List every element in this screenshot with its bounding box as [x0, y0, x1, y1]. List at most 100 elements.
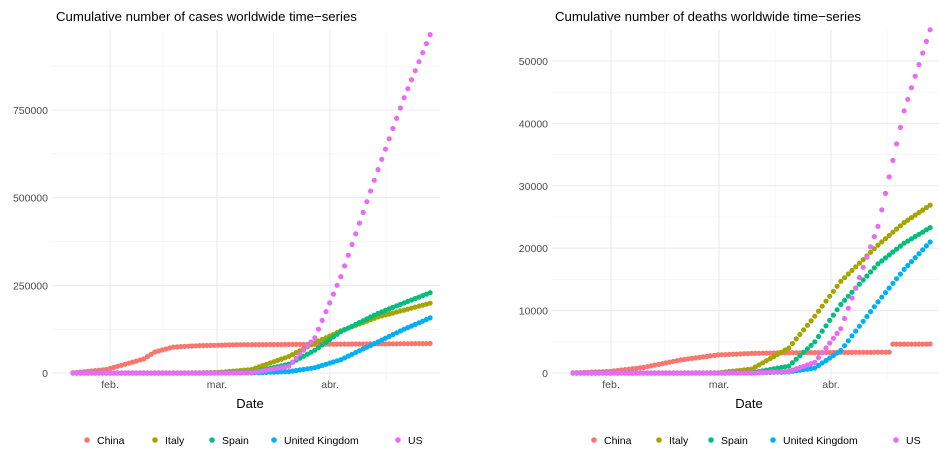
legend-label-china: China	[604, 435, 632, 447]
data-point-italy	[797, 331, 803, 337]
data-point-us	[304, 343, 310, 349]
data-point-us	[185, 370, 191, 376]
data-point-us	[342, 263, 348, 269]
data-point-china	[715, 352, 721, 358]
data-point-us	[607, 370, 613, 376]
data-point-us	[107, 370, 113, 376]
data-point-us	[771, 369, 777, 375]
data-point-china	[196, 343, 203, 349]
deaths-chart-points	[570, 27, 933, 376]
data-point-spain	[897, 243, 904, 249]
data-point-italy	[804, 322, 811, 328]
data-point-china	[360, 341, 366, 347]
data-point-us	[208, 370, 214, 376]
data-point-us	[685, 370, 691, 376]
data-point-us	[838, 326, 844, 332]
data-point-us	[126, 370, 132, 376]
data-point-us	[420, 50, 426, 56]
data-point-china	[282, 341, 288, 347]
data-point-us	[375, 167, 381, 173]
data-point-spain	[838, 301, 844, 307]
data-point-us	[416, 59, 422, 65]
data-point-spain	[427, 290, 433, 296]
data-point-china	[726, 351, 732, 357]
deaths-chart-y-tick-label: 20000	[519, 243, 548, 255]
data-point-united-kingdom	[860, 318, 866, 324]
data-point-us	[297, 351, 303, 357]
data-point-us	[901, 108, 907, 114]
data-point-us	[715, 370, 721, 376]
data-point-italy	[908, 215, 915, 221]
legend-label-italy: Italy	[165, 435, 185, 447]
data-point-us	[782, 369, 788, 375]
data-point-spain	[875, 261, 881, 267]
data-point-us	[70, 370, 76, 376]
data-point-china	[297, 341, 303, 347]
data-point-us	[656, 370, 662, 376]
data-point-us	[767, 369, 773, 375]
data-point-us	[726, 370, 732, 376]
data-point-united-kingdom	[815, 362, 822, 369]
data-point-china	[263, 342, 269, 348]
data-point-china	[901, 341, 907, 347]
data-point-italy	[879, 239, 885, 245]
data-point-china	[271, 341, 277, 348]
data-point-spain	[868, 269, 874, 275]
cases-chart-legend: China Italy Spain United Kingdom US	[84, 435, 423, 447]
deaths-chart-x-tick-label: abr.	[822, 379, 840, 391]
data-point-us	[211, 370, 217, 376]
data-point-us	[405, 86, 411, 92]
data-point-china	[189, 343, 195, 349]
data-point-italy	[763, 358, 770, 364]
data-point-italy	[916, 210, 922, 216]
deaths-chart: Cumulative number of deaths worldwide ti…	[519, 9, 939, 447]
data-point-us	[222, 370, 229, 376]
data-point-china	[148, 351, 154, 357]
data-point-us	[241, 370, 247, 376]
data-point-china	[708, 353, 714, 359]
data-point-us	[122, 370, 128, 376]
data-point-us	[412, 68, 418, 74]
data-point-italy	[901, 220, 907, 226]
data-point-italy	[849, 267, 855, 273]
legend-label-china: China	[97, 435, 125, 447]
data-point-italy	[808, 318, 814, 324]
data-point-italy	[875, 242, 881, 248]
series-china	[570, 341, 933, 376]
data-point-spain	[323, 339, 329, 345]
data-point-spain	[312, 347, 318, 353]
data-point-us	[577, 370, 584, 376]
data-point-china	[905, 341, 911, 347]
data-point-us	[674, 370, 680, 376]
data-point-china	[249, 342, 255, 348]
data-point-china	[804, 350, 811, 356]
data-point-china	[408, 341, 415, 347]
data-point-us	[163, 370, 169, 376]
data-point-italy	[812, 313, 818, 319]
data-point-china	[141, 356, 147, 362]
data-point-spain	[327, 337, 333, 343]
data-point-united-kingdom	[879, 294, 885, 300]
data-point-spain	[890, 249, 896, 255]
data-point-united-kingdom	[875, 299, 881, 305]
data-point-china	[208, 342, 214, 348]
data-point-china	[293, 341, 299, 347]
legend-key-united-kingdom	[770, 437, 776, 443]
data-point-us	[401, 95, 407, 101]
data-point-united-kingdom	[827, 355, 833, 361]
cases-chart-title: Cumulative number of cases worldwide tim…	[56, 9, 357, 24]
data-point-china	[827, 349, 833, 356]
data-point-china	[401, 341, 407, 347]
legend-label-united-kingdom: United Kingdom	[783, 435, 858, 447]
cases-chart-y-tick-label: 750000	[13, 105, 48, 117]
data-point-us	[696, 370, 703, 376]
data-point-china	[356, 341, 362, 347]
data-point-china	[338, 341, 344, 347]
cases-chart-y-tick-label: 0	[42, 368, 48, 380]
data-point-china	[886, 349, 892, 355]
data-point-china	[394, 341, 400, 347]
data-point-us	[882, 190, 889, 196]
data-point-us	[663, 370, 669, 376]
data-point-us	[327, 300, 333, 306]
